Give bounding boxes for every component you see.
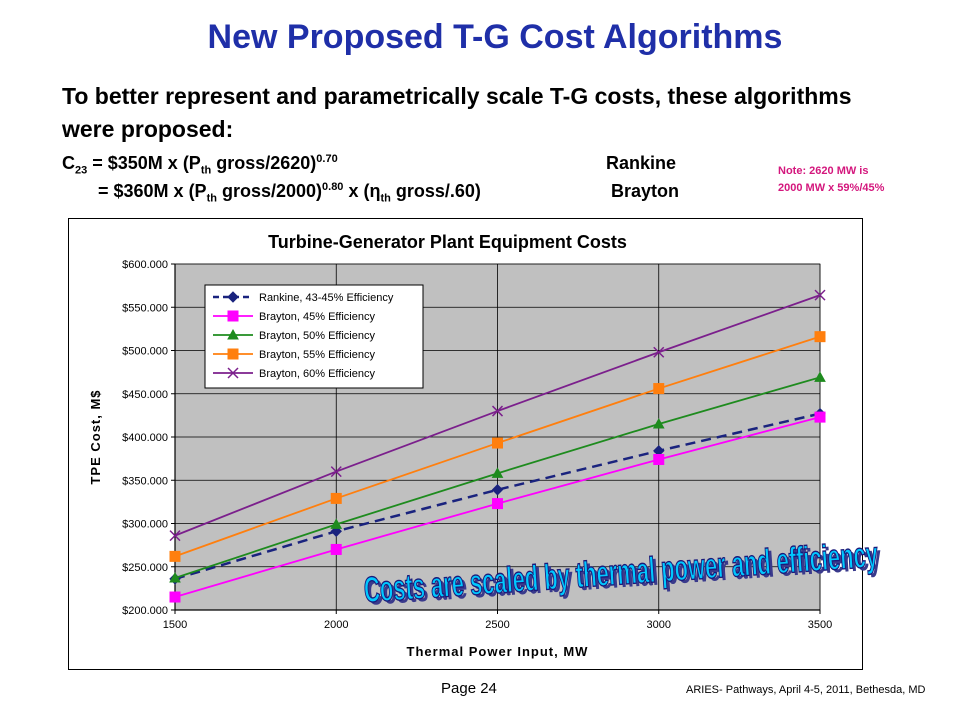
formula-prefix: C — [62, 153, 75, 173]
formula-rankine-exp: 0.70 — [316, 153, 338, 165]
data-point — [491, 484, 504, 496]
y-tick-label: $350.000 — [122, 475, 168, 487]
series-line-0 — [174, 412, 821, 581]
y-tick-label: $550.000 — [122, 302, 168, 314]
formula-prefix-sub: 23 — [75, 164, 88, 177]
x-tick-label: 2000 — [324, 619, 348, 631]
formula-brayton-exp: 0.80 — [322, 181, 344, 193]
overlay-banner: Costs are scaled by thermal power and ef… — [360, 525, 890, 615]
data-point — [169, 550, 181, 562]
data-point — [330, 492, 342, 504]
legend-entry-label: Brayton, 45% Efficiency — [259, 311, 375, 323]
data-point — [491, 405, 504, 417]
data-point — [652, 417, 665, 429]
x-tick-label: 2500 — [485, 619, 509, 631]
legend-entry-label: Brayton, 50% Efficiency — [259, 330, 375, 342]
legend-swatch-marker — [227, 291, 239, 303]
note-line-2: 2000 MW x 59%/45% — [778, 182, 885, 194]
footer-text: ARIES- Pathways, April 4-5, 2011, Bethes… — [686, 684, 926, 696]
intro-text: To better represent and parametrically s… — [62, 83, 852, 142]
marker-stroke — [227, 367, 239, 379]
formula-brayton-tail1: x (η — [343, 181, 381, 201]
marker-stroke — [491, 405, 504, 417]
x-tick-label: 1500 — [163, 619, 187, 631]
y-tick-label: $200.000 — [122, 605, 168, 617]
note-box: Note: 2620 MW is 2000 MW x 59%/45% — [778, 163, 884, 197]
data-point — [814, 371, 826, 382]
x-tick-label: 3500 — [808, 619, 832, 631]
data-point — [814, 289, 826, 301]
data-point — [330, 518, 343, 529]
data-point — [492, 437, 503, 449]
page-number: Page 24 — [441, 680, 497, 697]
formula-rankine: C23 = $350M x (Pth gross/2620)0.70 — [62, 153, 338, 177]
marker-stroke — [330, 466, 342, 478]
y-tick-label: $500.000 — [122, 346, 168, 358]
y-tick-label: $450.000 — [122, 389, 168, 401]
legend-swatch-marker — [227, 310, 239, 322]
data-point — [330, 466, 342, 478]
legend-box — [204, 284, 424, 389]
tpe-cost-chart: Turbine-Generator Plant Equipment Costs $… — [88, 232, 832, 659]
chart-title: Turbine-Generator Plant Equipment Costs — [268, 232, 627, 252]
legend-swatch-marker — [227, 348, 239, 360]
formula-brayton-cycle: Brayton — [611, 181, 680, 201]
x-tick-label: 3000 — [647, 619, 671, 631]
slide-title: New Proposed T-G Cost Algorithms — [207, 18, 783, 56]
legend-entry-label: Brayton, 55% Efficiency — [259, 349, 375, 361]
legend-swatch-marker — [227, 328, 239, 340]
formula-brayton: = $360M x (Pth gross/2000)0.80 x (ηth gr… — [98, 181, 481, 205]
overlay-text: Costs are scaled by thermal power and ef… — [363, 533, 880, 610]
marker-stroke — [814, 289, 826, 301]
legend-entry-label: Rankine, 43-45% Efficiency — [259, 292, 394, 304]
legend-entry-label: Brayton, 60% Efficiency — [259, 368, 375, 380]
data-point — [492, 498, 503, 510]
data-point — [169, 530, 181, 542]
formula-rankine-eq: = $350M x (P — [87, 153, 201, 173]
note-line-1: Note: 2620 MW is — [778, 165, 869, 177]
data-point — [169, 591, 181, 603]
y-tick-label: $400.000 — [122, 432, 168, 444]
formula-brayton-psub: th — [206, 192, 217, 205]
formula-rankine-mid: gross/2620) — [211, 153, 317, 173]
formula-brayton-etasub: th — [380, 192, 391, 205]
x-axis-label: Thermal Power Input, MW — [407, 644, 589, 659]
data-point — [169, 571, 181, 583]
data-point — [330, 543, 342, 555]
marker-stroke — [653, 346, 665, 358]
data-point — [491, 467, 504, 478]
y-tick-label: $300.000 — [122, 519, 168, 531]
formula-rankine-cycle: Rankine — [606, 153, 677, 173]
data-point — [653, 346, 665, 358]
data-point — [653, 383, 665, 395]
formula-rankine-psub: th — [200, 164, 212, 177]
y-axis-label: TPE Cost, M$ — [88, 389, 103, 484]
legend-swatch-marker — [227, 367, 239, 379]
marker-stroke — [169, 530, 181, 542]
y-tick-label: $250.000 — [122, 562, 168, 574]
formula-brayton-mid: gross/2000) — [216, 181, 323, 201]
formula-brayton-tail2: gross/.60) — [390, 181, 481, 201]
y-tick-label: $600.000 — [122, 259, 168, 271]
data-point — [814, 411, 826, 423]
data-point — [814, 331, 826, 343]
formula-brayton-eq: = $360M x (P — [98, 181, 207, 201]
data-point — [653, 453, 665, 465]
